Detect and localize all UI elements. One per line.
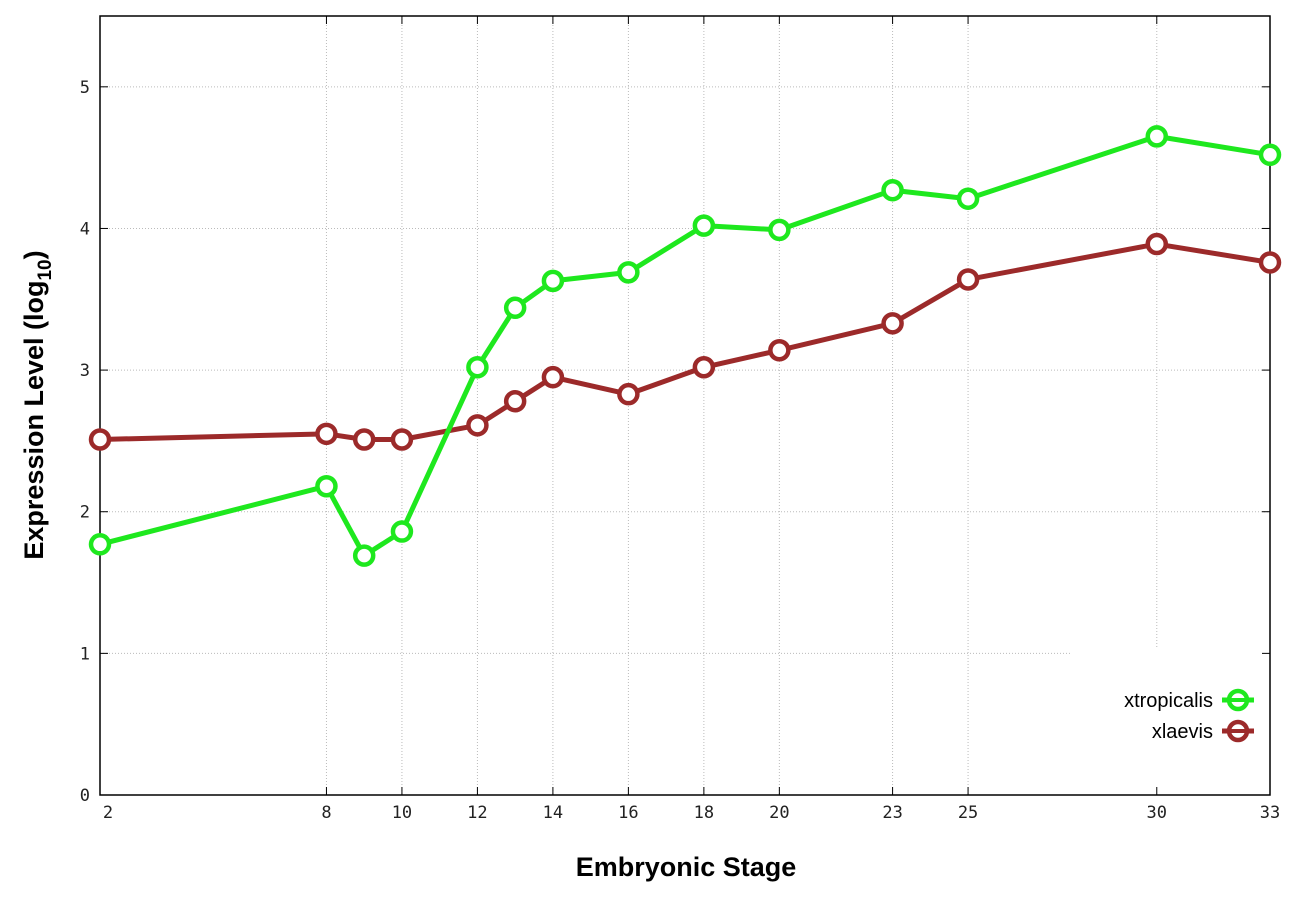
y-tick-label: 3: [80, 361, 90, 381]
xtropicalis-point: [503, 296, 527, 320]
xlaevis-point: [503, 390, 527, 413]
y-axis-label: Expression Level (log10): [19, 250, 56, 559]
x-tick-label: 2: [103, 803, 113, 823]
x-tick-label: 33: [1260, 803, 1280, 823]
xlaevis-point: [881, 312, 904, 335]
xtropicalis-point: [352, 544, 376, 567]
xtropicalis-point: [390, 520, 414, 543]
x-tick-label: 23: [882, 803, 902, 823]
series-group: [88, 125, 1282, 567]
plot-frame: [99, 15, 1271, 796]
xtropicalis-point: [617, 261, 640, 284]
xtropicalis-point: [315, 474, 338, 498]
xlaevis-point: [390, 428, 414, 451]
x-tick-label: 30: [1147, 803, 1167, 823]
x-tick-label: 10: [392, 803, 412, 823]
xlaevis-point: [352, 428, 376, 451]
xtropicalis-point: [1145, 125, 1169, 148]
xtropicalis-point: [541, 269, 565, 293]
xtropicalis-line: [99, 133, 1271, 559]
y-tick-label: 1: [80, 644, 90, 664]
y-tick-label: 0: [80, 786, 90, 806]
x-tick-label: 18: [694, 803, 714, 823]
x-tick-label: 20: [769, 803, 789, 823]
xlaevis-point: [466, 414, 489, 437]
xtropicalis-point: [88, 533, 112, 556]
xtropicalis-point: [881, 178, 904, 202]
legend: xtropicalis xlaevis: [1124, 688, 1254, 743]
legend-label-xtropicalis: xtropicalis: [1124, 690, 1213, 712]
x-axis-label: Embryonic Stage: [576, 852, 797, 882]
y-tick-label: 5: [80, 78, 90, 98]
xlaevis-point: [1258, 251, 1282, 274]
y-tick-label: 2: [80, 503, 90, 523]
xlaevis-point: [617, 382, 640, 406]
xlaevis-point: [1145, 232, 1169, 256]
xlaevis-point: [692, 356, 716, 379]
xlaevis-point: [768, 339, 791, 362]
xtropicalis-point: [692, 214, 716, 237]
xtropicalis-point: [466, 356, 489, 379]
xtropicalis-point: [956, 187, 980, 210]
xlaevis-line: [99, 241, 1271, 442]
x-tick-label: 12: [467, 803, 487, 823]
xtropicalis-point: [768, 218, 791, 242]
xlaevis-point: [541, 365, 565, 389]
xtropicalis-point: [1258, 143, 1282, 167]
xlaevis-point: [315, 422, 338, 446]
xlaevis-point: [88, 428, 112, 451]
y-tick-label: 4: [80, 219, 90, 239]
x-tick-label: 16: [618, 803, 638, 823]
x-tick-label: 14: [543, 803, 563, 823]
legend-label-xlaevis: xlaevis: [1152, 721, 1213, 743]
x-tick-label: 25: [958, 803, 978, 823]
xlaevis-point: [956, 268, 980, 291]
x-tick-label: 8: [321, 803, 331, 823]
